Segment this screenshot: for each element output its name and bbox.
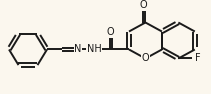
Text: F: F bbox=[195, 53, 200, 63]
Text: N: N bbox=[74, 44, 82, 55]
Text: O: O bbox=[106, 27, 114, 37]
Text: NH: NH bbox=[87, 44, 101, 55]
Text: O: O bbox=[142, 53, 149, 63]
Text: O: O bbox=[140, 0, 147, 10]
